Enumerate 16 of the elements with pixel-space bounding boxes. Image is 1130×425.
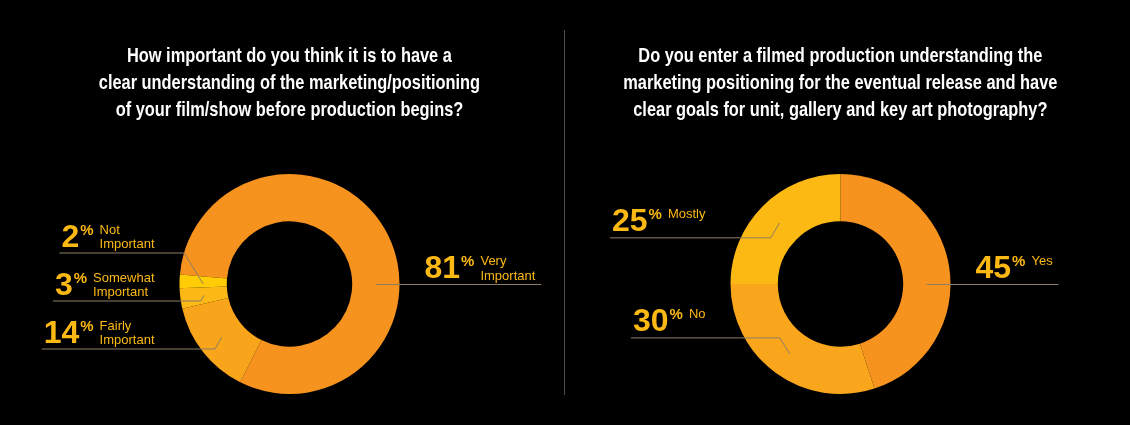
chart-title: Do you enter a filmed production understanding the marketing positioning for the eventual release and have clear goals for unit, gallery and key art photography? bbox=[623, 42, 1058, 122]
chart-title: How important do you think it is to have a clear understanding of the marketing/positioning of your film/show before production begins? bbox=[98, 42, 481, 122]
data-label: 3% bbox=[54, 265, 88, 302]
slice-label: Yes bbox=[1031, 253, 1054, 268]
slice-label: Very Important bbox=[480, 253, 536, 283]
slice-label: Not Important bbox=[99, 221, 155, 252]
data-label: 2% bbox=[61, 217, 94, 254]
data-label: 81% bbox=[424, 249, 475, 285]
slice-label: Fairly Important bbox=[99, 317, 155, 348]
slice-label: Mostly bbox=[667, 206, 706, 222]
data-label: 25% bbox=[612, 202, 662, 239]
slice-label: Somewhat Important bbox=[93, 269, 155, 300]
slice-label: No bbox=[688, 306, 706, 322]
data-label: 45% bbox=[975, 249, 1026, 285]
data-label: 30% bbox=[632, 302, 683, 339]
data-label: 14% bbox=[43, 313, 94, 350]
